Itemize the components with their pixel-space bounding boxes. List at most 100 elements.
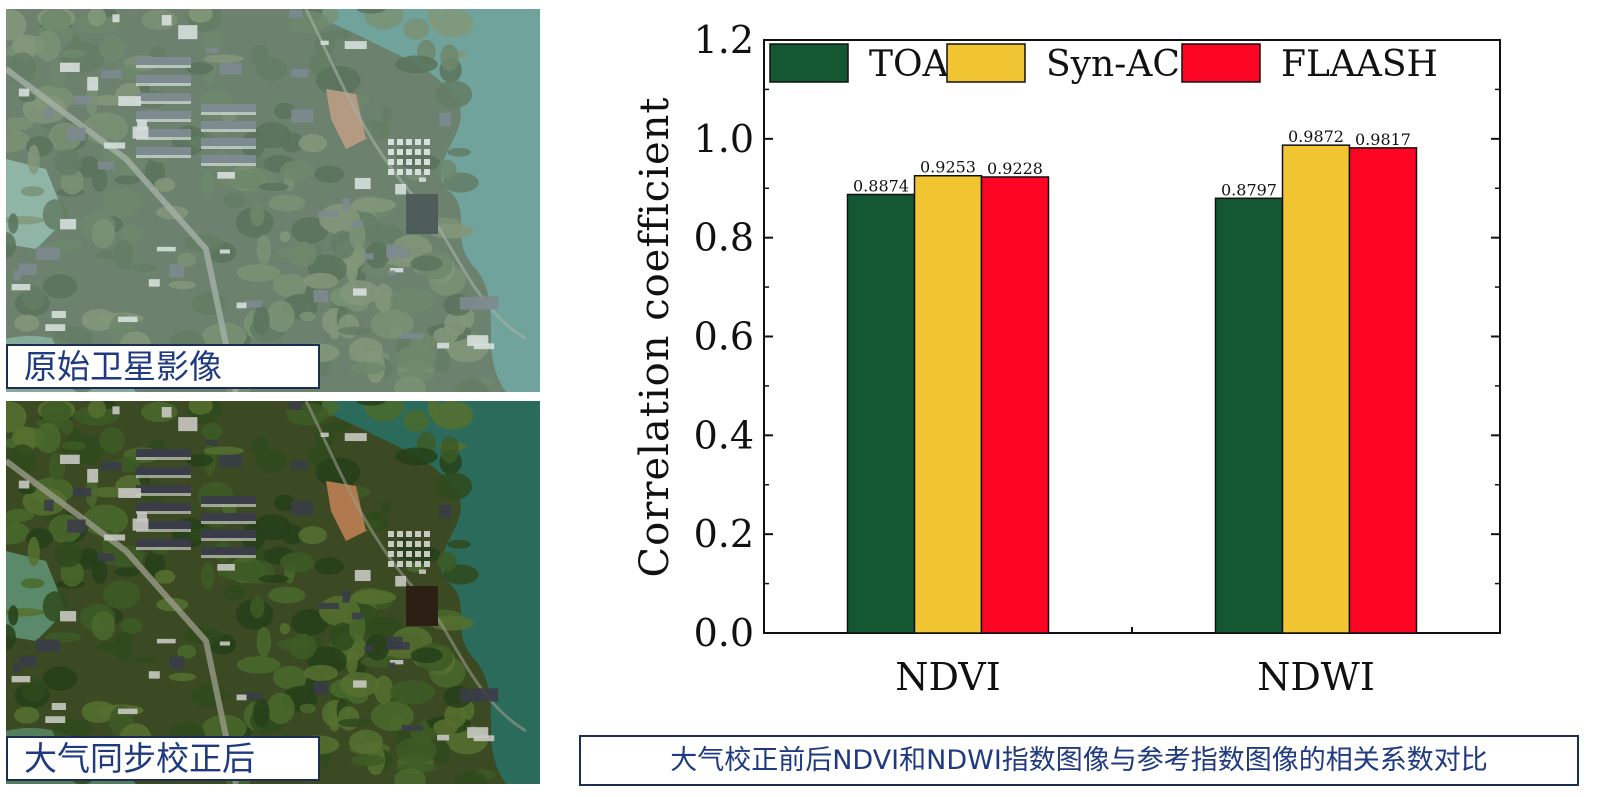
vegetation-patch — [42, 274, 78, 299]
building — [439, 504, 452, 519]
building — [45, 716, 66, 724]
building — [395, 183, 407, 195]
vegetation-patch — [279, 231, 291, 243]
building — [132, 518, 149, 531]
building — [60, 611, 77, 622]
vegetation-patch — [429, 223, 474, 239]
vegetation-patch — [35, 30, 61, 62]
building — [137, 119, 147, 130]
building-shadow — [201, 112, 256, 115]
x-category-label: NDWI — [1257, 655, 1375, 699]
building — [291, 109, 314, 123]
facility-cell — [397, 139, 403, 145]
vegetation-patch — [250, 596, 265, 619]
building — [100, 69, 122, 79]
vegetation-patch — [268, 586, 306, 604]
facility-cell — [424, 561, 430, 567]
bar-syn-ac-ndvi — [913, 174, 983, 634]
bar-toa-ndwi — [1214, 197, 1284, 634]
building-shadow — [201, 129, 256, 132]
legend-swatch-syn-ac — [946, 43, 1026, 83]
vegetation-patch — [314, 557, 345, 575]
legend-label: FLAASH — [1281, 44, 1438, 85]
water-area — [306, 401, 540, 784]
vegetation-patch — [6, 128, 30, 153]
building — [73, 95, 92, 105]
dark-pond — [406, 586, 438, 626]
building — [418, 177, 426, 182]
vegetation-patch — [370, 701, 414, 732]
data-label: 0.8797 — [1221, 180, 1277, 199]
building — [459, 688, 482, 702]
building — [45, 324, 66, 332]
building — [117, 316, 138, 322]
original-image-caption: 原始卫星影像 — [6, 344, 320, 389]
facility-cell — [415, 169, 421, 175]
building — [136, 449, 191, 457]
vegetation-patch — [188, 401, 213, 415]
building — [219, 641, 230, 646]
building — [201, 155, 256, 163]
vegetation-patch — [325, 29, 352, 40]
building — [318, 210, 339, 217]
vegetation-patch — [346, 257, 358, 283]
vegetation-patch — [356, 401, 386, 406]
building-shadow — [136, 137, 191, 140]
vegetation-patch — [394, 376, 426, 392]
building — [73, 487, 92, 497]
vegetation-patch — [168, 280, 197, 290]
building — [354, 177, 371, 190]
building-shadow — [136, 457, 191, 460]
building — [67, 127, 86, 141]
building-shadow — [201, 521, 256, 524]
building-shadow — [136, 65, 191, 68]
data-label: 0.9872 — [1288, 127, 1344, 146]
vegetation-patch — [447, 147, 471, 157]
vegetation-patch — [35, 422, 61, 454]
vegetation-patch — [291, 608, 329, 636]
building — [401, 333, 424, 339]
vegetation-patch — [356, 9, 386, 14]
vegetation-patch — [6, 232, 16, 259]
vegetation-patch — [120, 617, 143, 634]
vegetation-patch — [279, 623, 291, 635]
building — [387, 641, 410, 650]
building — [236, 302, 247, 309]
y-tick-label: 0.0 — [694, 611, 754, 655]
vegetation-patch — [61, 49, 86, 59]
vegetation-patch — [52, 326, 93, 350]
building — [97, 161, 115, 170]
bar-toa-ndvi — [846, 193, 916, 634]
facility-cell — [415, 149, 421, 155]
facility-cell — [388, 531, 394, 537]
vegetation-patch — [431, 9, 474, 38]
vegetation-patch — [116, 456, 140, 473]
vegetation-patch — [114, 175, 140, 185]
chart-caption: 大气校正前后NDVI和NDWI指数图像与参考指数图像的相关系数对比 — [579, 735, 1579, 786]
vegetation-patch — [154, 569, 176, 584]
vegetation-patch — [394, 768, 426, 784]
corrected-satellite-image — [6, 401, 540, 784]
vegetation-patch — [437, 551, 457, 572]
building-shadow — [136, 493, 191, 496]
building-shadow — [136, 547, 191, 550]
facility-cell — [388, 561, 394, 567]
bare-soil — [326, 89, 366, 149]
building — [201, 530, 256, 538]
vegetation-patch — [8, 213, 19, 234]
vegetation-patch — [455, 770, 488, 784]
corrected-image-caption: 大气同步校正后 — [6, 736, 320, 781]
data-label: 0.9228 — [987, 159, 1043, 178]
vegetation-patch — [349, 220, 366, 250]
vegetation-patch — [253, 697, 270, 728]
vegetation-patch — [403, 18, 430, 40]
vegetation-patch — [433, 719, 458, 736]
building — [320, 40, 329, 45]
vegetation-patch — [54, 541, 83, 568]
vegetation-patch — [349, 754, 385, 767]
vegetation-patch — [185, 62, 214, 75]
vegetation-patch — [27, 536, 40, 567]
building — [342, 198, 350, 211]
vegetation-patch — [141, 401, 178, 423]
vegetation-patch — [364, 9, 404, 30]
